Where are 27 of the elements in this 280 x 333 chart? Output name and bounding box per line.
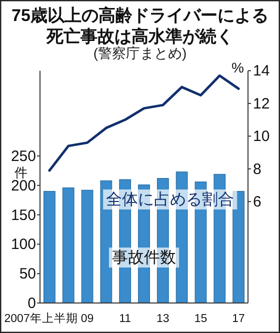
- chart-title: 75歳以上の高齢ドライバーによる死亡事故は高水準が続く: [12, 6, 268, 46]
- chart-subtitle: (警察庁まとめ): [93, 45, 187, 61]
- x-tick-label: 13: [156, 313, 170, 325]
- x-tick-label: 17: [232, 313, 245, 325]
- x-tick-label: 09: [80, 313, 94, 325]
- bar: [232, 191, 244, 304]
- y-tick-label: 250: [10, 148, 36, 165]
- x-tick-label: 11: [119, 313, 132, 325]
- y2-tick-label: 8: [253, 160, 262, 178]
- bar: [44, 191, 56, 304]
- y2-tick-label: 10: [253, 128, 270, 146]
- y-tick-label: 0: [28, 295, 36, 312]
- annotation: %: [232, 60, 244, 76]
- y-axis-title: 件: [14, 164, 28, 180]
- y-tick-label: 100: [10, 236, 36, 254]
- y2-tick-label: 12: [253, 95, 270, 112]
- text: 全体に占める割合: [106, 190, 234, 208]
- y-tick-label: 50: [19, 266, 36, 283]
- y2-tick-label: 6: [253, 194, 262, 211]
- x-tick-label: 2007年上半期: [4, 312, 78, 325]
- bar: [62, 187, 74, 304]
- line-series: [48, 74, 240, 172]
- bar: [81, 190, 94, 304]
- series-label: 事故件数: [112, 248, 176, 267]
- y2-tick-label: 14: [253, 62, 270, 80]
- y-tick-label: 150: [10, 206, 36, 224]
- x-tick-label: 15: [194, 313, 208, 325]
